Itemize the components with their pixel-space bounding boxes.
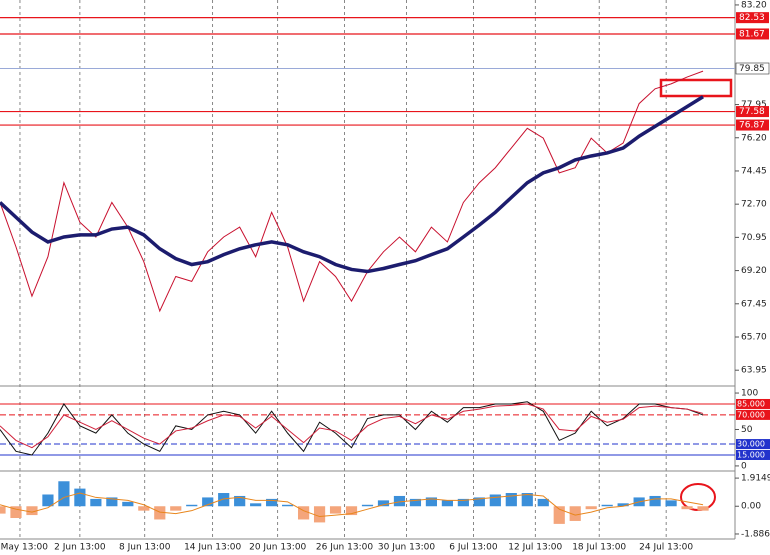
level-label: 85.000	[737, 399, 765, 408]
series-line	[0, 403, 704, 449]
level-label: 77.58	[739, 107, 765, 117]
x-tick-label: 9 May 13:00	[0, 543, 48, 553]
y-tick-label: 83.20	[741, 0, 767, 10]
histogram-bar	[649, 495, 661, 507]
histogram-bar	[58, 481, 70, 507]
histogram-bar	[186, 504, 198, 507]
histogram-bar	[473, 497, 485, 507]
y-tick-label: 0	[741, 461, 747, 471]
level-label: 76.87	[739, 121, 765, 131]
x-tick-label: 26 Jun 13:00	[316, 543, 373, 553]
level-label-bg	[736, 409, 770, 420]
level-label-bg	[736, 439, 770, 450]
histogram-bar	[10, 506, 22, 519]
y-tick-label: 1.9149	[741, 474, 770, 484]
histogram-bar	[457, 498, 469, 507]
histogram-bar	[234, 495, 246, 507]
histogram-bar	[313, 506, 326, 523]
y-tick-label: 67.45	[741, 299, 767, 309]
level-label: 82.53	[739, 13, 765, 23]
x-tick-label: 6 Jul 13:00	[449, 543, 498, 553]
histogram-bar	[601, 504, 613, 507]
histogram-bar	[377, 500, 390, 507]
series-line	[0, 70, 704, 313]
histogram-bar	[441, 500, 453, 507]
y-tick-label: 65.70	[741, 332, 767, 342]
x-tick-label: 14 Jun 13:00	[184, 543, 241, 553]
y-tick-label: 50	[741, 425, 753, 435]
last-price-bg	[735, 62, 770, 75]
x-tick-label: 20 Jun 13:00	[249, 543, 306, 553]
y-tick-label: 77.95	[741, 100, 767, 110]
y-tick-label: 69.20	[741, 266, 767, 276]
histogram-bar	[202, 497, 214, 507]
histogram-bar	[409, 498, 422, 507]
x-tick-label: 2 Jun 13:00	[54, 543, 106, 553]
y-tick-label: 100	[741, 389, 758, 399]
x-tick-label: 30 Jun 13:00	[378, 543, 435, 553]
histogram-bar	[42, 494, 54, 507]
y-tick-label: 72.70	[741, 200, 767, 210]
series-line	[0, 492, 704, 518]
histogram-bar	[282, 504, 294, 507]
histogram-bar	[154, 506, 166, 520]
histogram-bar	[393, 495, 406, 507]
histogram-bar	[0, 506, 6, 514]
histogram-bar	[569, 506, 581, 521]
level-label: 30.000	[737, 440, 765, 449]
x-tick-label: 18 Jul 13:00	[572, 543, 626, 553]
histogram-bar	[425, 497, 438, 507]
level-label-bg	[736, 28, 769, 40]
histogram-bar	[250, 503, 262, 507]
histogram-bar	[505, 493, 517, 507]
y-tick-label: 70.95	[741, 233, 767, 243]
histogram-bar	[585, 506, 597, 510]
histogram-bar	[681, 506, 693, 510]
histogram-bar	[521, 493, 533, 507]
level-label: 15.000	[737, 450, 765, 459]
histogram-bar	[361, 504, 374, 507]
y-tick-label: 74.45	[741, 166, 767, 176]
histogram-bar	[122, 501, 134, 507]
level-label-bg	[736, 12, 769, 24]
histogram-bar	[138, 506, 150, 511]
histogram-bar	[617, 503, 629, 507]
series-line	[0, 401, 704, 456]
level-label-bg	[736, 119, 769, 131]
histogram-bar	[74, 488, 86, 507]
series-line	[0, 95, 704, 274]
histogram-bar	[266, 498, 278, 507]
histogram-bar	[170, 506, 182, 511]
histogram-bar	[537, 498, 549, 507]
histogram-bar	[106, 497, 118, 507]
level-label-bg	[736, 398, 770, 409]
level-label-bg	[736, 449, 770, 460]
y-tick-label: 76.20	[741, 133, 767, 143]
histogram-bar	[218, 493, 230, 507]
histogram-bar	[329, 506, 342, 514]
x-tick-label: 12 Jul 13:00	[508, 543, 562, 553]
histogram-bar	[26, 506, 38, 516]
y-tick-label: 63.95	[741, 366, 767, 376]
histogram-bar	[297, 506, 310, 520]
highlight-box	[659, 78, 733, 98]
level-label-bg	[736, 106, 769, 118]
level-label: 70.000	[737, 410, 765, 419]
last-price-label: 79.85	[739, 64, 765, 74]
histogram-bar	[489, 494, 501, 507]
histogram-bar	[665, 500, 677, 507]
histogram-bar	[90, 498, 102, 507]
y-tick-label: -1.8862	[741, 529, 770, 539]
y-tick-label: 0.00	[741, 502, 761, 512]
x-tick-label: 8 Jun 13:00	[119, 543, 171, 553]
x-tick-label: 24 Jul 13:00	[639, 543, 693, 553]
histogram-bar	[553, 506, 565, 524]
level-label: 81.67	[739, 29, 765, 39]
histogram-bar	[345, 506, 358, 516]
histogram-bar	[697, 506, 709, 511]
